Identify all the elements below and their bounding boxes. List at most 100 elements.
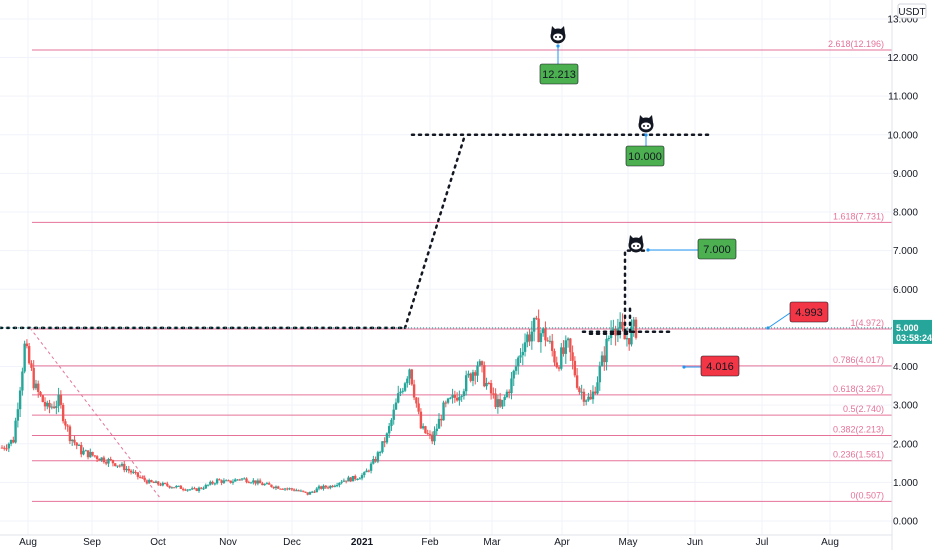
candle-body — [342, 480, 346, 482]
x-tick-label: Nov — [219, 537, 237, 548]
candle-body — [93, 455, 97, 457]
target-value: 7.000 — [703, 244, 731, 256]
candle-body — [594, 391, 597, 394]
candle-body — [286, 488, 289, 490]
candle-body — [523, 342, 527, 352]
candle-body — [356, 478, 359, 480]
target-box[interactable] — [700, 355, 740, 377]
x-tick-label: Oct — [150, 537, 166, 548]
x-tick-label: Mar — [483, 537, 501, 548]
candle-body — [27, 346, 31, 364]
candle-body — [442, 402, 445, 421]
target-value: 4.016 — [706, 361, 734, 373]
candle-body — [50, 406, 54, 408]
y-tick-label: 10.000 — [887, 130, 918, 141]
candle-body — [258, 480, 262, 484]
fib-level-label: 0.5(2.740) — [843, 404, 884, 414]
target-box[interactable] — [789, 301, 829, 323]
candle-body — [612, 328, 615, 331]
candle-body — [634, 319, 638, 338]
candle-body — [324, 485, 327, 488]
candle-body — [317, 486, 321, 489]
candle-body — [236, 479, 239, 481]
candle-body — [299, 490, 303, 492]
candle-body — [240, 478, 244, 480]
octocat-eye-right — [637, 245, 639, 247]
candle-body — [215, 479, 219, 484]
candle-body — [73, 439, 76, 443]
target-box[interactable] — [697, 238, 737, 260]
candle-body — [32, 367, 35, 389]
consolidation-dotted-line[interactable] — [588, 307, 632, 335]
candle-body — [41, 395, 44, 402]
target-box[interactable] — [539, 63, 579, 85]
candle-body — [614, 328, 617, 336]
candle-body — [64, 421, 67, 426]
candle-body — [143, 477, 146, 481]
candle-body — [331, 485, 334, 487]
candle-body — [548, 340, 552, 342]
candle-body — [562, 347, 565, 354]
candle-body — [7, 443, 10, 449]
candle-body — [25, 343, 29, 347]
candle-body — [279, 488, 282, 490]
candle-body — [566, 338, 570, 341]
target-box[interactable] — [625, 145, 665, 167]
candle-body — [132, 471, 135, 473]
x-tick-label: Jun — [687, 537, 703, 548]
candle-body — [376, 452, 380, 462]
candle-body — [333, 485, 337, 487]
x-tick-label: Feb — [421, 537, 439, 548]
drawings[interactable] — [0, 133, 712, 499]
candle-body — [462, 391, 466, 397]
candle-body — [313, 491, 316, 493]
candle-body — [306, 492, 309, 495]
candle-body — [435, 428, 438, 432]
candle-body — [195, 488, 198, 491]
x-tick-label: May — [619, 537, 638, 548]
candle-body — [437, 418, 441, 429]
candle-body — [453, 394, 457, 398]
candle-body — [338, 482, 341, 486]
target-labels[interactable]: 12.213 10.000 7.000 4.993 4.016 — [539, 26, 829, 377]
candle-body — [202, 488, 205, 490]
candle-body — [100, 457, 103, 461]
candle-body — [494, 393, 497, 408]
candle-body — [52, 406, 56, 409]
candle-body — [9, 439, 13, 444]
candle-body — [37, 383, 40, 392]
octocat-icon — [550, 26, 566, 44]
candle-body — [464, 375, 468, 392]
x-tick-label: Aug — [19, 537, 37, 548]
candle-body — [21, 371, 24, 391]
candle-body — [483, 365, 486, 387]
candlesticks — [0, 309, 638, 496]
candle-body — [358, 478, 361, 480]
candle-body — [168, 485, 171, 488]
candle-body — [161, 482, 164, 486]
candle-body — [209, 481, 212, 485]
candle-body — [535, 317, 538, 319]
candle-body — [290, 488, 294, 490]
candle-body — [222, 480, 226, 483]
octocat-ear-left — [629, 235, 634, 242]
candle-body — [200, 487, 203, 489]
candle-body — [308, 492, 312, 495]
candle-body — [98, 458, 101, 461]
fib-level-label: 0.236(1.561) — [833, 450, 884, 460]
candle-body — [485, 382, 488, 387]
target-7-dotted-line[interactable] — [623, 249, 650, 334]
candle-body — [211, 481, 214, 484]
projection-dotted-line[interactable] — [403, 133, 467, 330]
octocat-face — [553, 33, 563, 41]
x-axis[interactable]: Aug Sep Oct Nov Dec 2021 Feb Mar Apr May Jun Jul Aug — [19, 537, 839, 548]
target-value: 4.993 — [795, 307, 823, 319]
y-tick-label: 0.000 — [893, 517, 918, 528]
candle-body — [304, 491, 307, 493]
candle-body — [263, 484, 266, 486]
candle-body — [125, 468, 128, 471]
candle-body — [231, 481, 235, 483]
fibonacci-extension[interactable]: 2.618(12.196) 1.618(7.731) 1(4.972) 0.786(4… — [32, 39, 892, 502]
candle-body — [301, 490, 305, 492]
